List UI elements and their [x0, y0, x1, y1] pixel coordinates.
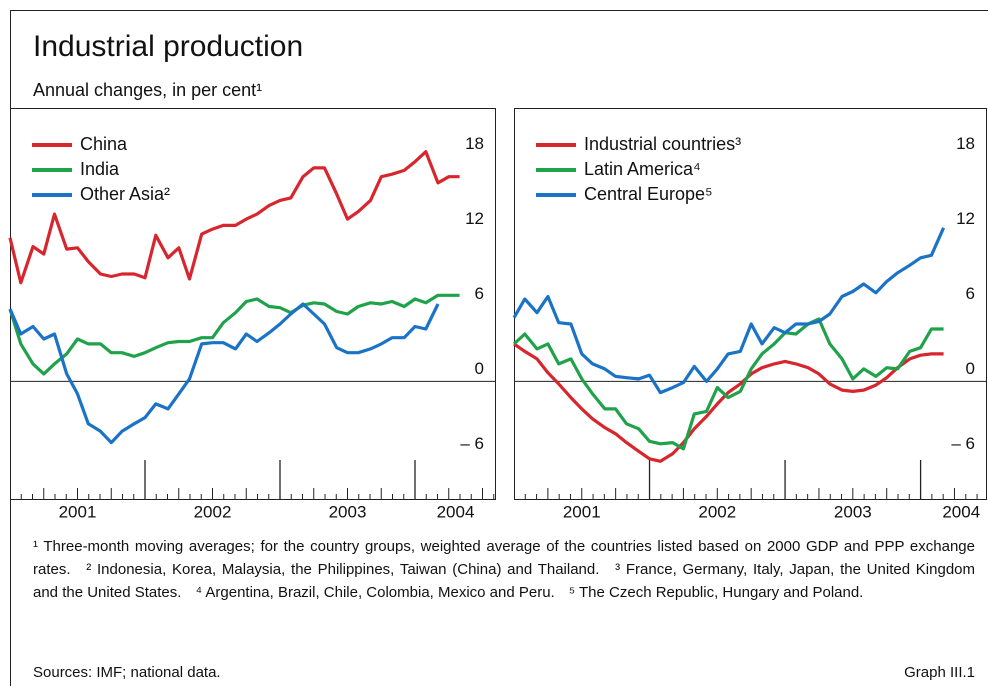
x-tick-label: 2004 — [437, 502, 475, 521]
x-tick-label: 2003 — [329, 502, 367, 521]
y-tick-label: 12 — [956, 209, 975, 228]
series-line — [8, 293, 460, 376]
y-tick-label: 0 — [966, 359, 975, 378]
chart-title: Industrial production — [33, 30, 303, 63]
footnote: ⁵ The Czech Republic, Hungary and Poland… — [568, 584, 864, 601]
footnote: ¹ Three-month moving averages; for the c… — [33, 538, 975, 578]
legend-label: Other Asia² — [80, 184, 170, 204]
y-tick-label: 6 — [966, 284, 975, 303]
series-line — [8, 302, 440, 445]
legend-label: Industrial countries³ — [584, 134, 741, 154]
x-tick-label: 2002 — [194, 502, 232, 521]
y-tick-label: 0 — [475, 359, 484, 378]
x-tick-label: 2001 — [563, 502, 601, 521]
y-tick-label: 6 — [475, 284, 484, 303]
series-line — [513, 342, 944, 463]
y-tick-label: 18 — [465, 134, 484, 153]
footnote: ³ France, Germany, Italy, Japan, the Uni… — [33, 561, 975, 601]
sources: Sources: IMF; national data. — [33, 664, 221, 681]
footnote: ² Indonesia, Korea, Malaysia, the Philip… — [86, 561, 600, 578]
panel-frame — [514, 108, 987, 500]
series-line — [512, 317, 944, 451]
legend-label: Central Europe⁵ — [584, 184, 713, 204]
legend-label: India — [80, 159, 120, 179]
y-tick-label: 12 — [465, 209, 484, 228]
y-tick-label: – 6 — [951, 434, 975, 453]
panel-frame — [10, 108, 496, 500]
footnote: ⁴ Argentina, Brazil, Chile, Colombia, Me… — [195, 584, 555, 601]
legend-label: China — [80, 134, 128, 154]
footnotes: ¹ Three-month moving averages; for the c… — [33, 535, 975, 604]
series-line — [512, 227, 946, 395]
x-tick-label: 2001 — [59, 502, 97, 521]
x-tick-label: 2004 — [942, 502, 980, 521]
graph-label: Graph III.1 — [904, 664, 975, 681]
y-tick-label: 18 — [956, 134, 975, 153]
legend-label: Latin America⁴ — [584, 159, 701, 179]
y-tick-label: – 6 — [460, 434, 484, 453]
x-tick-label: 2002 — [698, 502, 736, 521]
x-tick-label: 2003 — [834, 502, 872, 521]
series-line — [8, 150, 460, 285]
chart-subtitle: Annual changes, in per cent¹ — [33, 80, 262, 100]
